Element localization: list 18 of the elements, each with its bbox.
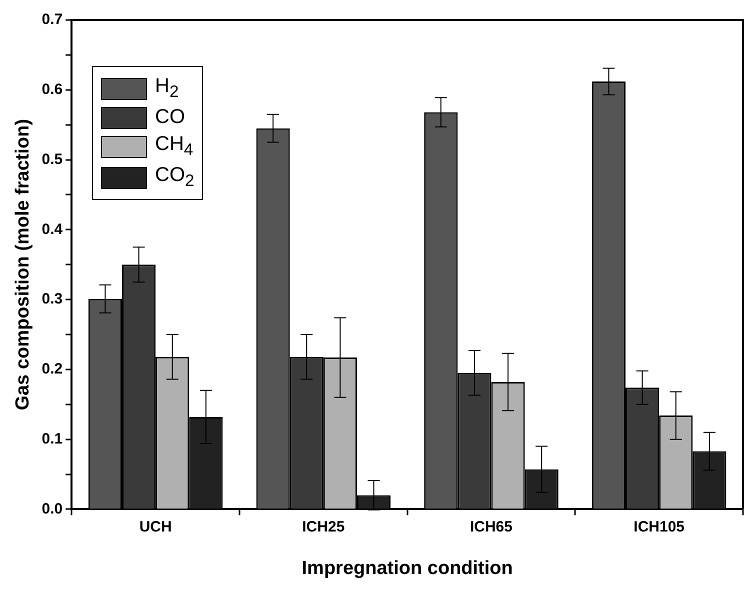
y-tick-label: 0.1 <box>42 430 63 448</box>
y-tick-label: 0.3 <box>42 290 63 308</box>
y-tick-label: 0.2 <box>42 360 63 378</box>
legend-label: H$_{2}$ <box>155 75 179 102</box>
legend-label: CO$_{2}$ <box>155 164 194 191</box>
legend-label: CH$_{4}$ <box>155 133 194 160</box>
legend-label: CO <box>155 106 185 129</box>
x-tick-label: ICH25 <box>302 518 345 536</box>
y-tick-label: 0.5 <box>42 150 63 168</box>
y-axis-title: Gas composition (mole fraction) <box>12 118 34 410</box>
x-tick-label: UCH <box>139 518 172 536</box>
x-axis-title: Impregnation condition <box>302 558 513 579</box>
y-tick-label: 0.4 <box>42 220 64 238</box>
text: 0.0 <box>42 500 63 518</box>
y-tick-label: 0.7 <box>42 11 63 28</box>
x-tick-label: ICH105 <box>634 518 685 536</box>
x-tick-label: ICH65 <box>470 518 513 536</box>
y-tick-label: 0.6 <box>42 81 63 98</box>
